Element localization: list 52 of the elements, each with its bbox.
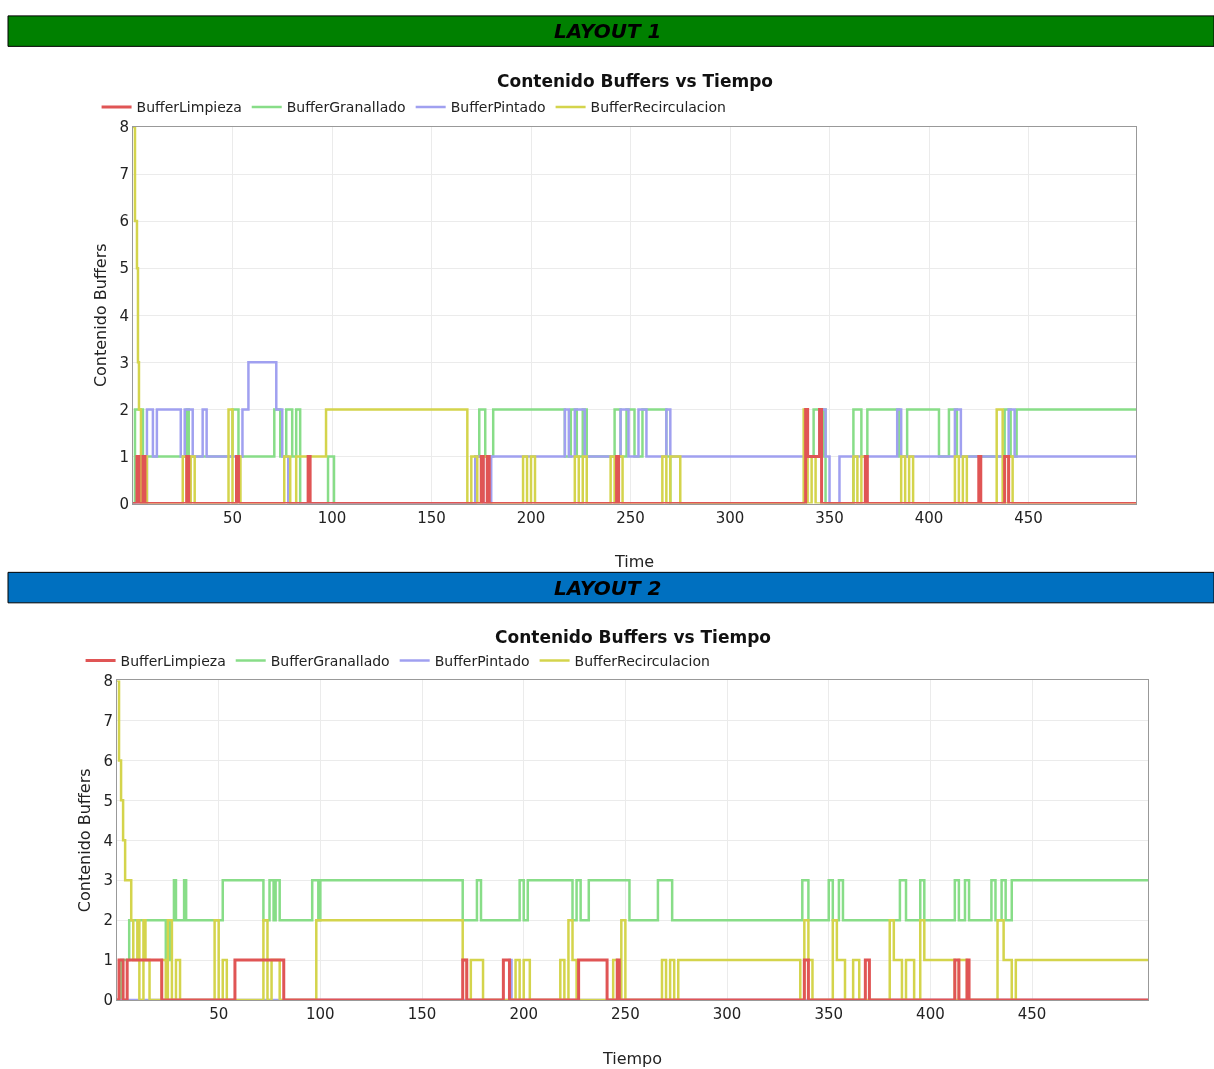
text: LAYOUT 1 [554,19,662,43]
y-tick-label: 4 [103,831,113,850]
y-tick-label: 3 [103,871,113,890]
y-tick-label: 6 [119,212,129,231]
x-tick-label: 400 [914,508,944,527]
x-tick-label: 50 [222,508,243,527]
x-axis-title: Tiempo [601,1048,663,1068]
y-tick-label: 2 [119,400,129,419]
x-tick-label: 100 [317,508,347,527]
y-axis-title: Contenido Buffers [75,768,95,913]
legend-label: BufferLimpieza [120,652,226,669]
x-tick-label: 50 [209,1005,229,1024]
x-tick-label: 150 [407,1005,437,1024]
x-tick-label: 100 [306,1005,335,1024]
y-tick-label: 8 [119,118,129,137]
legend-label: BufferLimpieza [136,99,242,116]
y-tick-label: 3 [119,353,129,372]
legend-label: BufferRecirculacion [590,99,726,116]
x-tick-label: 250 [611,1005,640,1024]
y-tick-label: 8 [103,671,113,690]
y-tick-label: 6 [103,751,113,770]
x-tick-label: 250 [616,508,645,527]
y-tick-label: 7 [119,165,129,184]
y-tick-label: 5 [119,259,129,278]
y-tick-label: 7 [103,711,113,730]
legend-label: BufferGranallado [286,99,406,116]
legend-label: BufferGranallado [270,652,390,669]
x-tick-label: 350 [814,1005,844,1024]
text: LAYOUT 2 [554,576,662,600]
y-tick-label: 4 [119,306,129,325]
y-axis-title: Contenido Buffers [91,243,111,388]
y-tick-label: 0 [103,991,113,1010]
y-tick-label: 1 [119,447,129,466]
chart-title: Contenido Buffers vs Tiempo [495,627,772,647]
x-tick-label: 300 [715,508,745,527]
legend-label: BufferPintado [434,652,530,669]
y-tick-label: 5 [103,791,113,810]
y-tick-label: 2 [103,911,113,930]
chart-title: Contenido Buffers vs Tiempo [497,71,774,91]
y-tick-label: 1 [103,951,113,970]
x-tick-label: 200 [516,508,546,527]
x-tick-label: 400 [916,1005,945,1024]
x-tick-label: 200 [509,1005,539,1024]
x-tick-label: 300 [712,1005,742,1024]
x-axis-title: Time [613,552,655,572]
x-tick-label: 150 [417,508,446,527]
y-tick-label: 0 [119,494,129,513]
legend-label: BufferPintado [450,99,546,116]
x-tick-label: 450 [1014,508,1043,527]
legend-label: BufferRecirculacion [574,652,710,669]
x-tick-label: 350 [815,508,844,527]
x-tick-label: 450 [1017,1005,1047,1024]
